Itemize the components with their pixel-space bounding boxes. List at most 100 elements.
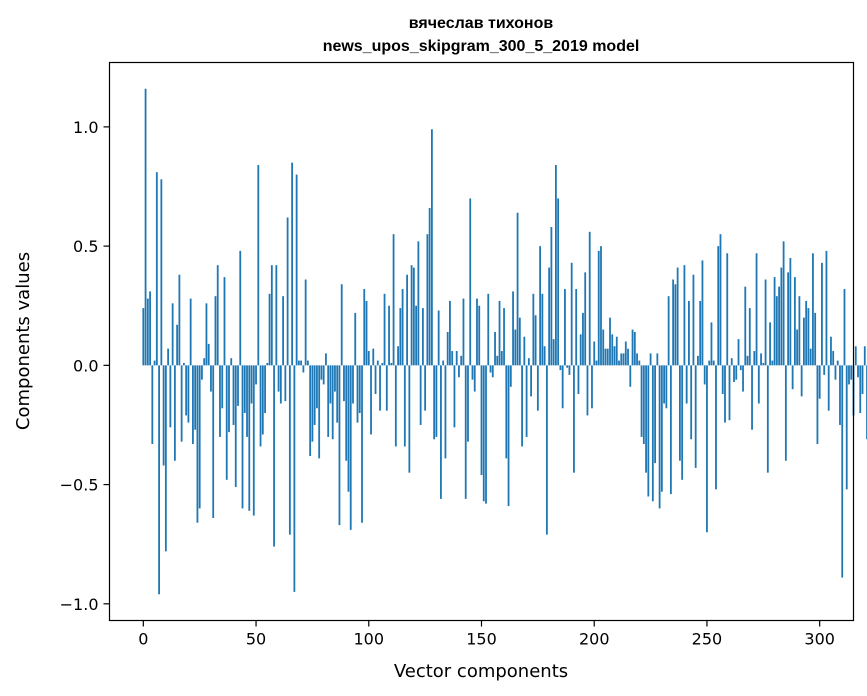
bar: [189, 298, 192, 366]
bar: [539, 246, 542, 366]
bar: [530, 365, 532, 397]
y-axis-ticks: −1.0 −0.5 0.0 0.5 1.0: [60, 118, 110, 614]
bar: [476, 298, 478, 366]
bar: [421, 308, 424, 366]
bar: [433, 365, 436, 440]
bar: [514, 329, 517, 366]
bar: [591, 365, 593, 409]
bar: [309, 365, 312, 456]
bar: [588, 231, 591, 366]
bar: [536, 365, 539, 411]
bar: [286, 217, 289, 366]
bar: [354, 312, 357, 366]
bar: [624, 341, 627, 366]
bar: [491, 365, 494, 378]
bar: [708, 360, 711, 366]
bar: [329, 365, 332, 404]
bar: [827, 365, 830, 411]
bar: [791, 365, 794, 390]
bar: [805, 300, 808, 366]
bar: [279, 365, 282, 404]
bar: [823, 365, 826, 375]
bar: [471, 365, 474, 380]
bar: [688, 300, 690, 366]
bar: [832, 351, 835, 366]
bar: [733, 365, 735, 383]
bar: [485, 365, 487, 504]
bar: [358, 365, 361, 414]
bar: [631, 329, 634, 366]
bar: [595, 360, 598, 366]
bar: [207, 343, 210, 366]
bar: [552, 339, 555, 366]
bar: [699, 300, 702, 366]
bar: [160, 179, 163, 366]
bar: [480, 365, 483, 476]
bar: [169, 365, 172, 428]
bar: [613, 346, 616, 366]
bar: [676, 267, 679, 366]
bar: [412, 267, 415, 366]
bar: [401, 289, 404, 366]
bar: [789, 258, 792, 366]
bar: [854, 346, 857, 366]
x-axis-label: Vector components: [394, 661, 568, 682]
bar: [577, 365, 580, 394]
bar: [803, 317, 805, 366]
bar: [304, 279, 307, 366]
bar: [518, 317, 521, 366]
bar: [473, 365, 476, 392]
bar: [302, 365, 305, 373]
chart-title-line-2: news_upos_skipgram_300_5_2019 model: [323, 38, 640, 55]
bar: [246, 365, 248, 437]
bar: [775, 296, 778, 366]
bar: [162, 365, 165, 466]
bar: [270, 265, 273, 366]
bar: [771, 360, 774, 366]
bar: [527, 358, 530, 366]
bar: [155, 172, 158, 366]
bar: [164, 365, 167, 552]
bar: [818, 365, 821, 399]
bar: [620, 353, 623, 366]
bar: [255, 365, 257, 385]
bar: [146, 298, 149, 366]
bar: [762, 362, 765, 366]
bar: [667, 296, 670, 366]
bar: [534, 315, 537, 366]
bar: [295, 174, 298, 366]
bar: [408, 365, 411, 473]
bar: [232, 365, 235, 425]
bar: [830, 336, 832, 366]
bar: [397, 346, 399, 366]
bar: [525, 365, 528, 437]
bar: [291, 162, 294, 366]
bar: [153, 360, 156, 366]
bar: [573, 365, 575, 473]
bar: [737, 339, 740, 366]
bar: [336, 365, 339, 423]
bar: [629, 365, 632, 387]
bar: [559, 365, 562, 371]
bar: [697, 355, 699, 366]
bar: [297, 360, 300, 366]
bar: [370, 365, 372, 435]
bar: [444, 365, 447, 459]
bar: [198, 365, 201, 509]
bar: [478, 305, 481, 366]
bar: [228, 365, 230, 433]
x-tick-label: 200: [579, 630, 610, 649]
bar: [460, 355, 463, 366]
bar: [857, 365, 859, 378]
bar: [654, 365, 656, 464]
bar: [356, 365, 359, 423]
bar: [489, 365, 492, 373]
bar: [180, 365, 183, 442]
bar: [250, 365, 253, 404]
bar: [748, 308, 751, 366]
bar: [658, 365, 661, 509]
bar: [264, 365, 266, 414]
bar: [500, 351, 503, 366]
bar: [649, 353, 652, 366]
bar: [426, 234, 429, 366]
